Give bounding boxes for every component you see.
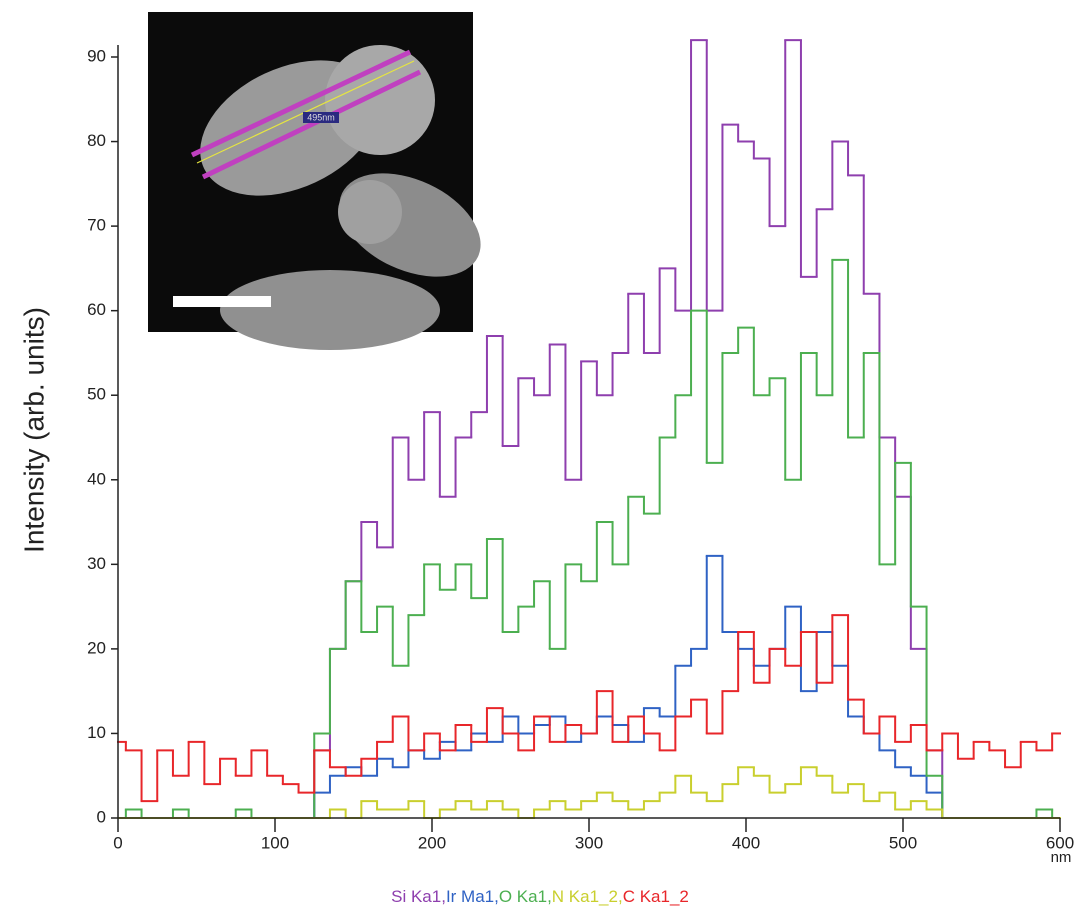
y-tick-label: 90 xyxy=(87,46,106,65)
y-tick-label: 80 xyxy=(87,131,106,150)
x-tick-label: 200 xyxy=(418,833,446,852)
y-tick-label: 30 xyxy=(87,554,106,573)
particle xyxy=(338,180,402,244)
y-tick-label: 70 xyxy=(87,216,106,235)
series xyxy=(118,615,1060,801)
x-tick-label: 600 xyxy=(1046,833,1074,852)
y-axis-label: Intensity (arb. units) xyxy=(18,307,49,553)
y-tick-label: 50 xyxy=(87,385,106,404)
inset: 495nm xyxy=(148,12,497,350)
chart: 495nm Intensity (arb. units) nm Si Ka1,I… xyxy=(0,0,1081,915)
y-tick-label: 40 xyxy=(87,469,106,488)
y-tick-label: 60 xyxy=(87,300,106,319)
legend-entry: O Ka1 xyxy=(499,887,547,906)
legend-entry: C Ka1_2 xyxy=(623,887,689,906)
x-tick-label: 0 xyxy=(113,833,122,852)
inset-label: 495nm xyxy=(307,112,335,122)
scale-bar xyxy=(173,296,271,307)
x-tick-label: 400 xyxy=(732,833,760,852)
x-tick-label: 300 xyxy=(575,833,603,852)
x-tick-label: 100 xyxy=(261,833,289,852)
legend-entry: Ir Ma1 xyxy=(446,887,494,906)
series xyxy=(118,556,1060,818)
y-tick-label: 0 xyxy=(97,807,106,826)
y-tick-label: 20 xyxy=(87,638,106,657)
x-tick-label: 500 xyxy=(889,833,917,852)
y-tick-label: 10 xyxy=(87,723,106,742)
particle xyxy=(325,45,435,155)
legend-entry: N Ka1_2 xyxy=(552,887,618,906)
legend-entry: Si Ka1 xyxy=(391,887,441,906)
particle xyxy=(220,270,440,350)
legend: Si Ka1,Ir Ma1,O Ka1,N Ka1_2,C Ka1_2 xyxy=(391,887,689,906)
